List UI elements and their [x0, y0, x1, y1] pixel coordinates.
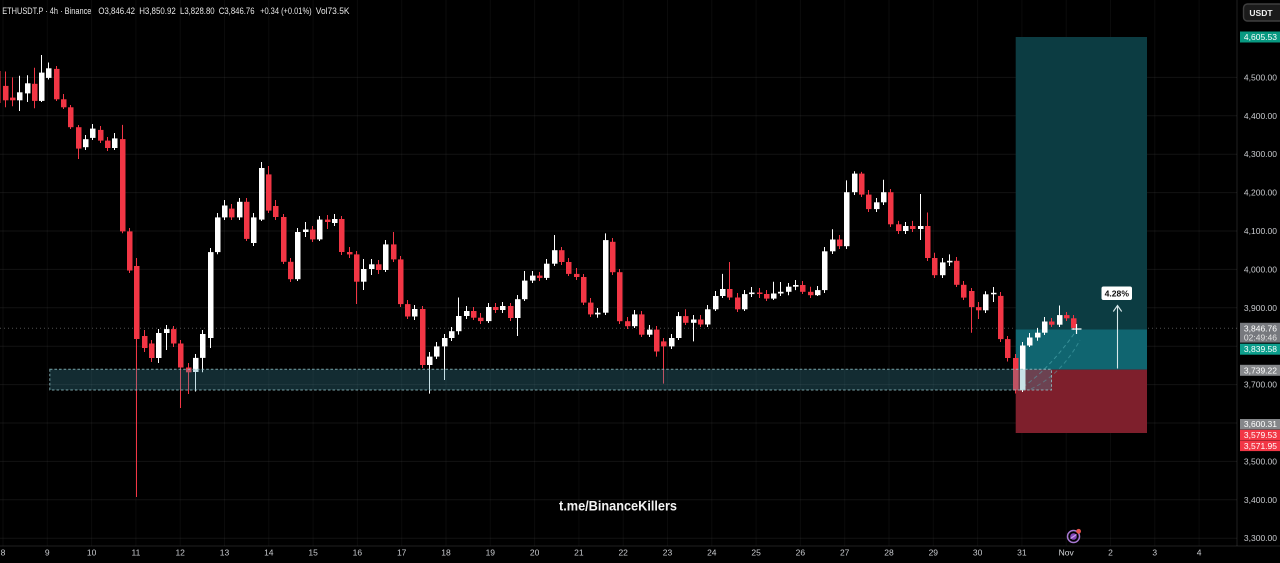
svg-text:4,500.00: 4,500.00 — [1244, 72, 1277, 82]
svg-text:4: 4 — [1197, 548, 1202, 558]
svg-text:4,000.00: 4,000.00 — [1244, 264, 1277, 274]
svg-text:29: 29 — [929, 548, 939, 558]
svg-text:4.28%: 4.28% — [1105, 289, 1130, 299]
svg-text:3,700.00: 3,700.00 — [1244, 380, 1277, 390]
svg-text:27: 27 — [840, 548, 850, 558]
svg-text:13: 13 — [220, 548, 230, 558]
svg-text:3,579.53: 3,579.53 — [1244, 430, 1277, 440]
svg-text:3,900.00: 3,900.00 — [1244, 303, 1277, 313]
svg-text:ETHUSDT.P · 4h · Binance: ETHUSDT.P · 4h · Binance — [2, 6, 91, 16]
svg-text:Nov: Nov — [1059, 548, 1075, 558]
svg-text:12: 12 — [175, 548, 185, 558]
svg-text:H3,850.92: H3,850.92 — [139, 6, 176, 16]
svg-text:3,500.00: 3,500.00 — [1244, 456, 1277, 466]
svg-text:3,571.95: 3,571.95 — [1244, 441, 1277, 451]
svg-text:26: 26 — [796, 548, 806, 558]
svg-text:3,300.00: 3,300.00 — [1244, 533, 1277, 543]
svg-text:4,200.00: 4,200.00 — [1244, 188, 1277, 198]
svg-text:4,400.00: 4,400.00 — [1244, 111, 1277, 121]
svg-text:23: 23 — [663, 548, 673, 558]
svg-text:18: 18 — [441, 548, 451, 558]
svg-text:4,100.00: 4,100.00 — [1244, 226, 1277, 236]
svg-text:14: 14 — [264, 548, 274, 558]
svg-text:9: 9 — [45, 548, 50, 558]
svg-text:16: 16 — [353, 548, 363, 558]
svg-text:30: 30 — [973, 548, 983, 558]
svg-text:3,839.58: 3,839.58 — [1244, 344, 1277, 354]
svg-text:28: 28 — [884, 548, 894, 558]
svg-text:10: 10 — [87, 548, 97, 558]
svg-text:17: 17 — [397, 548, 407, 558]
svg-text:C3,846.76: C3,846.76 — [219, 6, 255, 16]
svg-text:3,846.76: 3,846.76 — [1244, 324, 1277, 334]
svg-text:25: 25 — [751, 548, 761, 558]
svg-text:15: 15 — [308, 548, 318, 558]
svg-text:24: 24 — [707, 548, 717, 558]
svg-text:3,739.22: 3,739.22 — [1244, 365, 1277, 375]
svg-text:21: 21 — [574, 548, 584, 558]
svg-text:USDT: USDT — [1249, 8, 1273, 18]
svg-text:8: 8 — [1, 548, 6, 558]
svg-text:+0.34 (+0.01%): +0.34 (+0.01%) — [260, 6, 312, 16]
svg-text:19: 19 — [486, 548, 496, 558]
svg-text:Vol73.5K: Vol73.5K — [316, 6, 350, 16]
svg-text:4,605.53: 4,605.53 — [1244, 32, 1277, 42]
svg-text:2: 2 — [1108, 548, 1113, 558]
svg-text:3,600.31: 3,600.31 — [1244, 419, 1277, 429]
svg-text:22: 22 — [618, 548, 628, 558]
svg-text:3: 3 — [1152, 548, 1157, 558]
svg-text:3,400.00: 3,400.00 — [1244, 495, 1277, 505]
svg-text:t.me/BinanceKillers: t.me/BinanceKillers — [559, 499, 677, 514]
svg-text:L3,828.80: L3,828.80 — [180, 6, 215, 16]
svg-text:20: 20 — [530, 548, 540, 558]
svg-text:11: 11 — [131, 548, 140, 558]
svg-text:31: 31 — [1017, 548, 1027, 558]
svg-text:02:49:46: 02:49:46 — [1244, 333, 1277, 343]
svg-text:4,300.00: 4,300.00 — [1244, 149, 1277, 159]
svg-text:O3,846.42: O3,846.42 — [98, 6, 135, 16]
